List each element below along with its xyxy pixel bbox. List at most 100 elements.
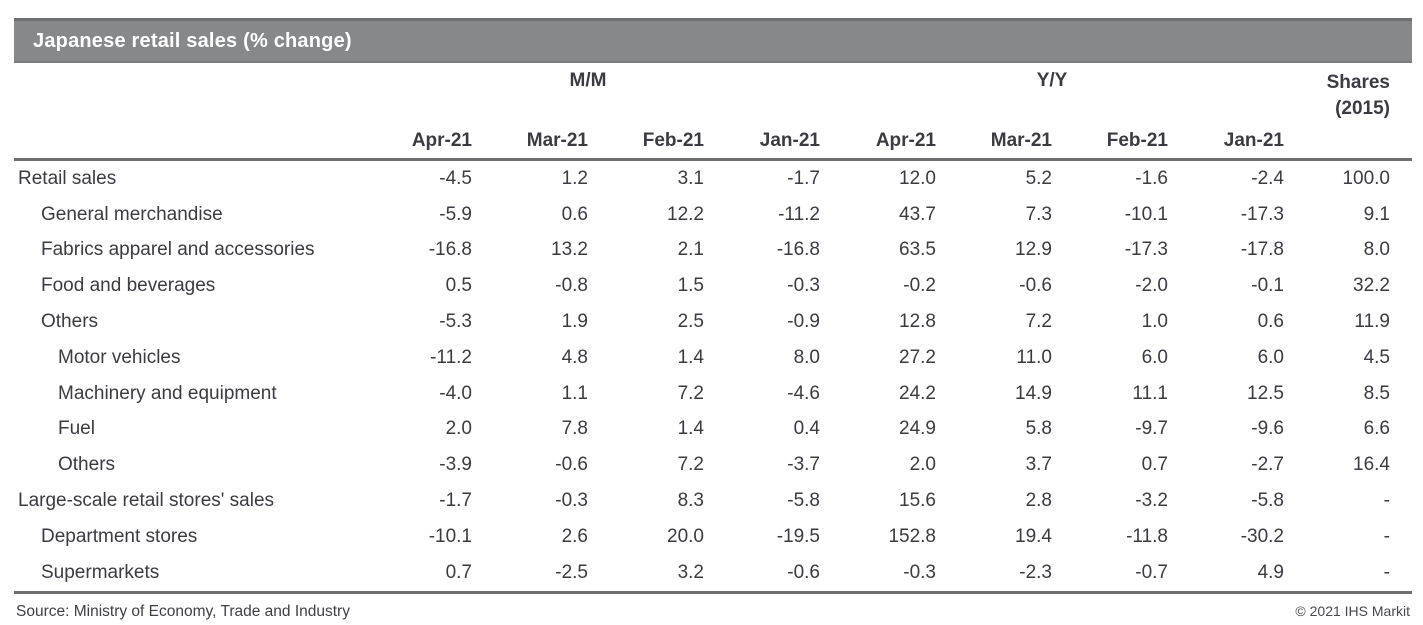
value-cell: -2.3 [936,554,1052,594]
value-cell: 2.1 [677,239,704,261]
value-cell: -0.6 [704,554,820,594]
value-cell: -0.3 [787,275,820,297]
value-cell: 3.1 [677,167,704,189]
value-cell: 12.9 [1015,239,1052,261]
retail-sales-table: M/M Y/Y Shares (2015) Apr-21 Mar-21 Feb-21… [14,63,1412,594]
source-note: Source: Ministry of Economy, Trade and I… [16,602,350,620]
column-header-apr-21: Apr-21 [820,122,936,161]
value-cell: 6.0 [1257,346,1284,368]
column-group-shares: Shares (2015) [1284,63,1412,122]
row-label-header-spacer [14,122,356,161]
value-cell: -16.8 [776,239,820,261]
value-cell: -4.0 [439,382,472,404]
shares-cell: 32.2 [1353,275,1390,297]
row-label: Machinery and equipment [58,382,277,404]
value-cell: -0.7 [1052,554,1168,594]
value-cell: 1.4 [677,346,704,368]
value-cell: 2.6 [561,525,588,547]
value-cell: 14.9 [1015,382,1052,404]
column-header-feb-21: Feb-21 [588,122,704,161]
value-cell: -3.7 [787,454,820,476]
value-cell: -5.8 [1251,490,1284,512]
shares-cell: - [1284,554,1412,594]
value-cell: 2.8 [1025,490,1052,512]
value-cell: 6.0 [1141,346,1168,368]
value-cell: 4.9 [1168,554,1284,594]
value-cell: 5.8 [1025,418,1052,440]
value-cell: 1.9 [561,311,588,333]
value-cell: -11.8 [1126,525,1168,547]
row-label: General merchandise [41,203,223,225]
table-row: General merchandise -5.9 0.6 12.2 -11.2 43.7 7… [14,197,1412,233]
row-label: Supermarkets [14,554,356,594]
value-cell: -1.7 [787,167,820,189]
value-cell: 7.2 [677,454,704,476]
value-cell: 152.8 [888,525,936,547]
value-cell: 1.1 [561,382,588,404]
table-row: Retail sales -4.5 1.2 3.1 -1.7 12.0 5.2 -1.6 -2.… [14,160,1412,197]
column-group-row: M/M Y/Y Shares (2015) [14,63,1412,122]
value-cell: 12.8 [899,311,936,333]
value-cell: 15.6 [899,490,936,512]
value-cell: 1.5 [677,275,704,297]
figure-footer: Source: Ministry of Economy, Trade and I… [14,603,1412,621]
row-label-header-spacer [14,63,356,122]
table-row: Others -3.9 -0.6 7.2 -3.7 2.0 3.7 0.7 -2.7 16.4 [14,447,1412,483]
value-cell: 0.6 [1257,311,1284,333]
value-cell: -1.7 [439,490,472,512]
value-cell: -10.1 [428,525,472,547]
shares-cell: 8.0 [1363,239,1390,261]
value-cell: 2.0 [445,418,472,440]
value-cell: -5.9 [439,203,472,225]
value-cell: -5.3 [439,311,472,333]
value-cell: 27.2 [899,346,936,368]
value-cell: 1.0 [1141,311,1168,333]
row-label: Department stores [41,525,198,547]
column-group-mm: M/M [569,70,607,91]
copyright-note: © 2021 IHS Markit [1295,602,1410,619]
row-label: Fuel [58,418,95,440]
value-cell: -2.4 [1251,167,1284,189]
shares-cell: 100.0 [1342,167,1390,189]
value-cell: -0.1 [1251,275,1284,297]
value-cell: -17.3 [1124,239,1168,261]
shares-cell: 16.4 [1353,454,1390,476]
value-cell: 2.5 [677,311,704,333]
table-row: Others -5.3 1.9 2.5 -0.9 12.8 7.2 1.0 0.6 11.9 [14,304,1412,340]
row-label: Others [58,454,116,476]
row-label: Others [41,311,99,333]
value-cell: 8.3 [677,490,704,512]
value-cell: 11.1 [1132,382,1168,404]
value-cell: -10.1 [1124,203,1168,225]
value-cell: 8.0 [793,346,820,368]
row-label: Fabrics apparel and accessories [41,239,315,261]
value-cell: 43.7 [899,203,936,225]
shares-header-line2: (2015) [1335,98,1390,119]
value-cell: -4.5 [439,167,472,189]
table-figure: Japanese retail sales (% change) M/M Y/Y… [14,18,1412,621]
value-cell: 3.2 [588,554,704,594]
value-cell: 11.0 [1016,346,1052,368]
value-cell: 4.8 [561,346,588,368]
column-header-mar-21: Mar-21 [472,122,588,161]
value-cell: 7.8 [561,418,588,440]
table-row: Fuel 2.0 7.8 1.4 0.4 24.9 5.8 -9.7 -9.6 6.6 [14,412,1412,448]
value-cell: -0.6 [1019,275,1052,297]
value-cell: -11.2 [778,203,820,225]
value-cell: 0.5 [445,275,472,297]
table-row: Large-scale retail stores' sales -1.7 -0.3… [14,483,1412,519]
table-row: Fabrics apparel and accessories -16.8 13.2… [14,233,1412,269]
table-row: Supermarkets 0.7 -2.5 3.2 -0.6 -0.3 -2.3 -0.7 4.… [14,554,1412,594]
column-header-apr-21: Apr-21 [356,122,472,161]
value-cell: 1.4 [677,418,704,440]
table-title: Japanese retail sales (% change) [33,29,352,52]
value-cell: 3.7 [1025,454,1052,476]
row-label: Retail sales [18,167,117,189]
value-cell: -0.9 [787,311,820,333]
value-cell: 24.2 [899,382,936,404]
value-cell: -19.5 [776,525,820,547]
value-cell: 2.0 [909,454,936,476]
shares-cell: 4.5 [1363,346,1390,368]
value-cell: 12.0 [899,167,936,189]
shares-header-line1: Shares [1326,72,1390,93]
